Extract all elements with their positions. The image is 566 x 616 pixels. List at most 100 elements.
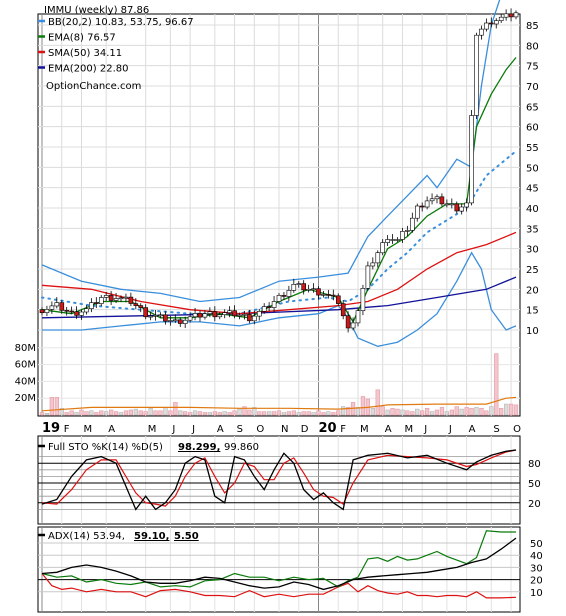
minus-di-value: 5.50 <box>174 531 199 542</box>
volume-bar <box>336 410 341 416</box>
candlestick <box>133 298 139 310</box>
stochastic-tick-label: 50 <box>528 479 541 490</box>
volume-bar <box>469 407 474 416</box>
price-tick-label: 80 <box>526 41 539 52</box>
adx-tick-label: 30 <box>530 563 543 574</box>
time-axis-label: J <box>171 424 175 435</box>
price-tick-label: 60 <box>526 123 539 134</box>
volume-bar <box>99 410 104 416</box>
volume-bar <box>306 411 311 416</box>
candlestick <box>409 212 415 233</box>
candle-body <box>133 303 139 306</box>
candlestick <box>108 290 114 305</box>
candlestick <box>360 284 366 316</box>
candle-body <box>444 203 450 206</box>
candlestick <box>345 311 351 333</box>
candlestick <box>400 227 405 243</box>
candle-body <box>192 313 198 318</box>
volume-bar <box>266 411 272 416</box>
candlestick <box>217 312 223 320</box>
candlestick <box>306 284 311 293</box>
volume-bar <box>444 411 450 416</box>
candlestick <box>118 295 124 302</box>
candle-body <box>360 287 366 311</box>
candle-body <box>400 231 405 240</box>
candlestick <box>237 312 242 320</box>
candlestick <box>380 239 386 256</box>
volume-bar <box>449 409 455 416</box>
candle-body <box>54 302 60 307</box>
volume-bar <box>153 410 158 416</box>
volume-tick-label: 20M <box>15 393 36 404</box>
candlestick <box>69 306 74 315</box>
candle-body <box>94 302 99 304</box>
candle-body <box>469 115 474 204</box>
candle-body <box>513 12 519 18</box>
price-tick-label: 70 <box>526 82 539 93</box>
price-tick-label: 40 <box>526 204 539 215</box>
candle-body <box>479 28 484 36</box>
volume-bar <box>513 404 519 416</box>
candlestick <box>350 317 356 331</box>
candle-body <box>237 314 242 317</box>
candle-body <box>498 16 504 21</box>
candle-body <box>261 306 267 312</box>
candlestick <box>513 10 519 20</box>
candle-body <box>375 252 381 264</box>
time-axis-label: 19 <box>42 421 60 436</box>
candlestick <box>39 307 45 316</box>
candlestick <box>414 203 420 222</box>
candlestick <box>503 9 509 21</box>
candlestick <box>99 295 104 307</box>
candle-body <box>370 262 376 267</box>
candlestick <box>355 308 361 327</box>
time-axis-label: O <box>256 424 264 435</box>
candle-body <box>459 206 465 212</box>
volume-bar <box>89 410 94 416</box>
volume-bar <box>69 410 74 416</box>
candlestick <box>469 109 474 206</box>
candlestick <box>479 25 484 40</box>
volume-bar <box>49 397 55 416</box>
chart-title: IMMU (weekly) 87.86 <box>44 5 149 16</box>
time-axis-label: A <box>217 424 224 435</box>
candlestick <box>89 298 94 313</box>
candle-body <box>271 301 277 308</box>
volume-bar <box>311 412 316 416</box>
stochastic-tick-label: 20 <box>528 499 541 510</box>
candle-body <box>39 309 45 314</box>
candlestick <box>202 310 208 320</box>
volume-bar <box>247 409 252 416</box>
candle-body <box>474 34 479 116</box>
candlestick <box>187 312 193 323</box>
legend-label: EMA(8) 76.57 <box>48 33 116 44</box>
candlestick <box>74 306 79 319</box>
adx-tick-label: 50 <box>530 539 543 550</box>
time-axis-label: S <box>237 424 243 435</box>
candle-body <box>79 311 84 316</box>
candle-body <box>508 13 514 18</box>
candlestick <box>113 292 119 303</box>
candlestick <box>158 312 163 318</box>
candlestick <box>103 291 109 301</box>
candle-body <box>158 314 163 317</box>
candle-body <box>202 313 208 318</box>
volume-bar <box>459 408 464 416</box>
volume-bar <box>301 411 306 416</box>
candle-body <box>409 217 415 231</box>
volume-bar <box>340 406 346 416</box>
time-axis-label: M <box>84 424 93 435</box>
candlestick <box>242 310 247 320</box>
time-axis-label: J <box>191 424 195 435</box>
adx-tick-label: 10 <box>530 588 543 599</box>
candle-body <box>163 314 168 322</box>
volume-bar <box>227 412 232 416</box>
candlestick <box>54 297 60 309</box>
time-axis-label: N <box>281 424 288 435</box>
candle-body <box>311 288 316 291</box>
candlestick <box>276 292 282 304</box>
candle-body <box>123 296 129 299</box>
volume-bar <box>59 407 64 416</box>
candlestick <box>311 283 316 293</box>
stochastic-title: Full STO %K(14) %D(5) <box>48 442 163 453</box>
